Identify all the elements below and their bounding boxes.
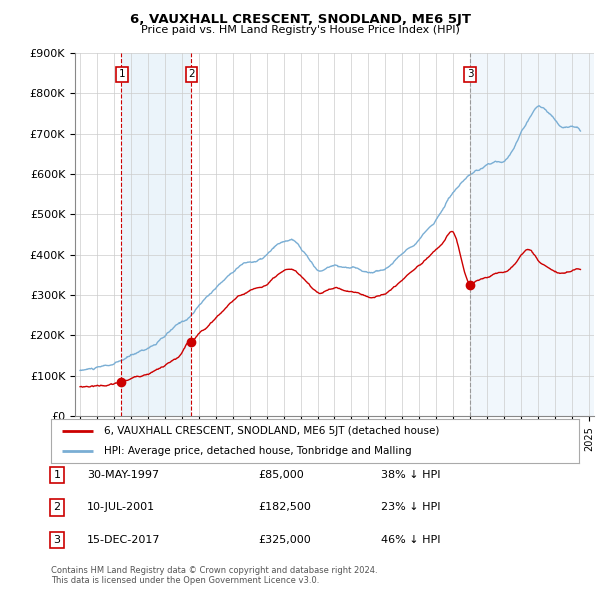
Text: 15-DEC-2017: 15-DEC-2017 (87, 535, 161, 545)
Text: £182,500: £182,500 (258, 503, 311, 512)
Text: 46% ↓ HPI: 46% ↓ HPI (381, 535, 440, 545)
Text: 3: 3 (53, 535, 61, 545)
Text: 6, VAUXHALL CRESCENT, SNODLAND, ME6 5JT: 6, VAUXHALL CRESCENT, SNODLAND, ME6 5JT (130, 13, 470, 26)
Text: Contains HM Land Registry data © Crown copyright and database right 2024.
This d: Contains HM Land Registry data © Crown c… (51, 566, 377, 585)
Text: 2: 2 (53, 503, 61, 512)
Text: 30-MAY-1997: 30-MAY-1997 (87, 470, 159, 480)
Text: 1: 1 (118, 69, 125, 79)
Text: 3: 3 (467, 69, 473, 79)
Text: 10-JUL-2001: 10-JUL-2001 (87, 503, 155, 512)
Text: 1: 1 (53, 470, 61, 480)
Text: 23% ↓ HPI: 23% ↓ HPI (381, 503, 440, 512)
Text: 38% ↓ HPI: 38% ↓ HPI (381, 470, 440, 480)
Text: Price paid vs. HM Land Registry's House Price Index (HPI): Price paid vs. HM Land Registry's House … (140, 25, 460, 35)
Text: 2: 2 (188, 69, 195, 79)
Bar (121, 53, 191, 416)
Text: £85,000: £85,000 (258, 470, 304, 480)
Bar (470, 53, 594, 416)
Text: 6, VAUXHALL CRESCENT, SNODLAND, ME6 5JT (detached house): 6, VAUXHALL CRESCENT, SNODLAND, ME6 5JT … (104, 427, 439, 436)
Text: HPI: Average price, detached house, Tonbridge and Malling: HPI: Average price, detached house, Tonb… (104, 446, 412, 455)
Text: £325,000: £325,000 (258, 535, 311, 545)
